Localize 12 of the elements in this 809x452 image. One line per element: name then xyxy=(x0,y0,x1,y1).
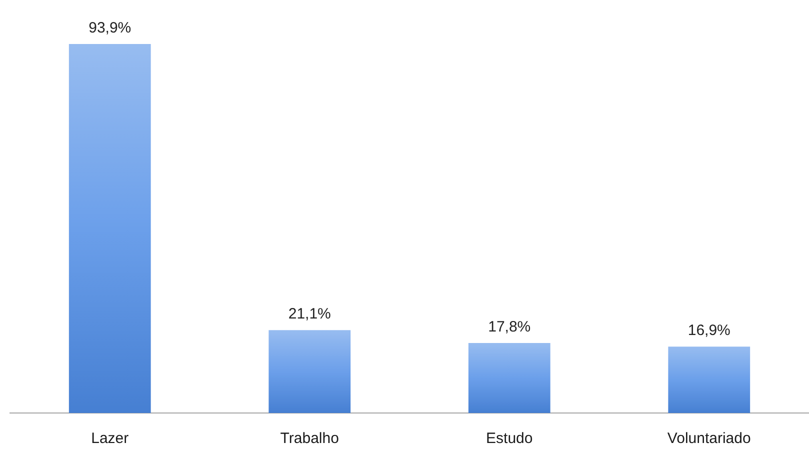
x-tick-label: Estudo xyxy=(486,430,533,448)
bar xyxy=(468,343,550,413)
data-label: 21,1% xyxy=(288,306,331,323)
bar xyxy=(68,44,151,413)
data-label: 17,8% xyxy=(488,318,531,336)
bar xyxy=(668,346,750,413)
data-label: 93,9% xyxy=(88,20,132,37)
data-label: 16,9% xyxy=(688,322,730,340)
x-tick-label: Voluntariado xyxy=(667,430,751,448)
x-tick-label: Lazer xyxy=(91,430,129,448)
bar xyxy=(268,330,351,413)
x-tick-label: Trabalho xyxy=(280,430,339,448)
